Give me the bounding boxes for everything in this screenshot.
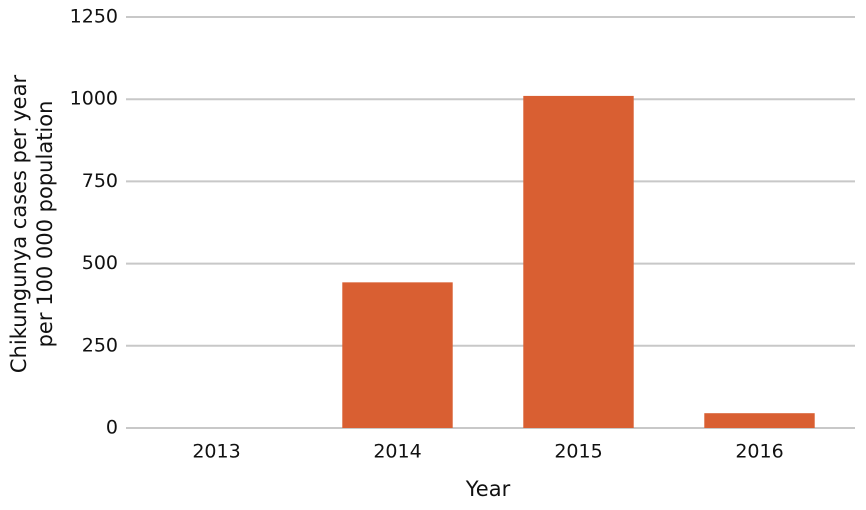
bar [523, 95, 634, 429]
y-tick-label: 1250 [70, 6, 118, 28]
y-axis-title: Chikungunya cases per year [7, 75, 31, 374]
bar [342, 282, 453, 428]
y-tick-label: 1000 [70, 88, 118, 110]
x-tick-label: 2015 [554, 441, 602, 463]
x-tick-label: 2014 [373, 441, 421, 463]
x-tick-label: 2016 [735, 441, 783, 463]
x-tick-label: 2013 [192, 441, 240, 463]
bar [704, 413, 815, 428]
y-tick-label: 0 [106, 417, 118, 439]
y-tick-label: 250 [82, 334, 118, 356]
y-tick-label: 500 [82, 252, 118, 274]
y-axis-title: per 100 000 population [33, 101, 57, 348]
y-tick-label: 750 [82, 170, 118, 192]
x-axis-title: Year [465, 477, 511, 501]
